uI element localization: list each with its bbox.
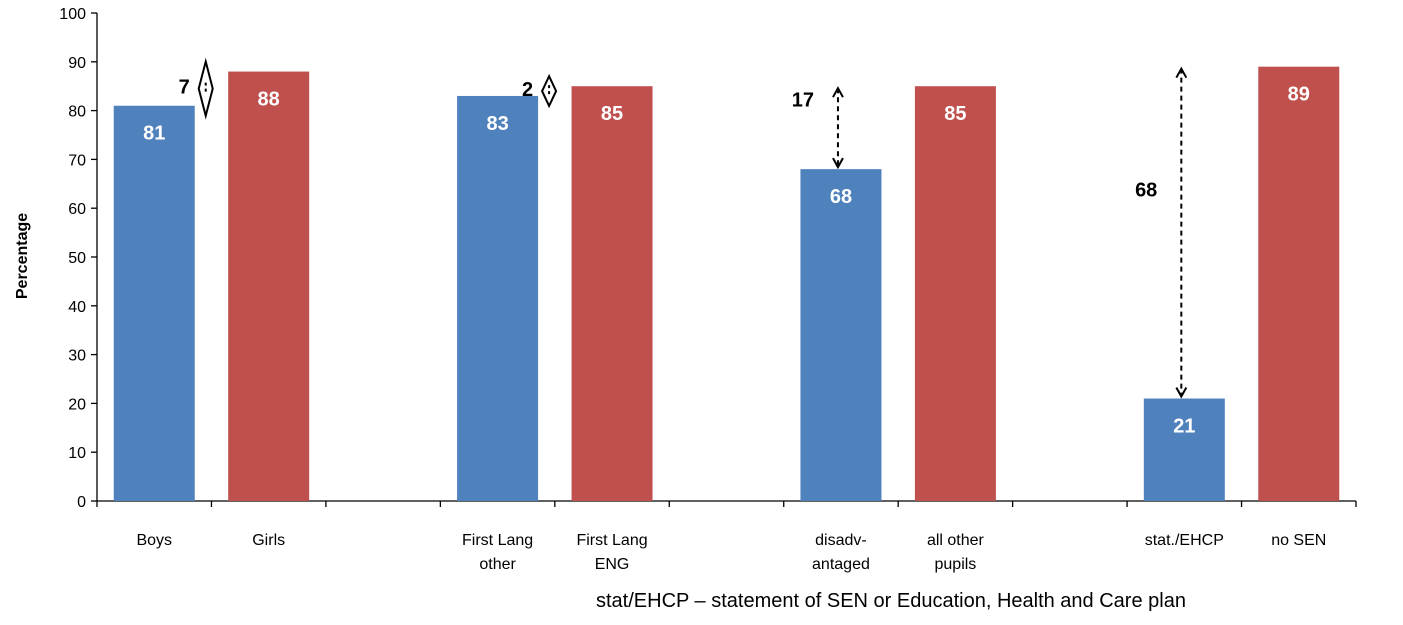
gap-value-label: 17 bbox=[792, 90, 814, 112]
x-category-label: First Lang bbox=[462, 532, 533, 549]
x-category-label: other bbox=[479, 556, 516, 573]
footnote: stat/EHCP – statement of SEN or Educatio… bbox=[596, 590, 1186, 612]
y-tick-label: 40 bbox=[68, 299, 86, 316]
bar bbox=[800, 169, 882, 501]
x-category-label: First Lang bbox=[576, 532, 647, 549]
y-tick-label: 90 bbox=[68, 55, 86, 72]
x-category-label: no SEN bbox=[1271, 532, 1326, 549]
bar bbox=[1258, 66, 1340, 502]
y-tick-label: 0 bbox=[77, 494, 86, 511]
x-category-label: pupils bbox=[935, 556, 977, 573]
bar-value-label: 83 bbox=[486, 113, 508, 135]
gap-arrow bbox=[540, 73, 558, 109]
y-axis-label: Percentage bbox=[14, 213, 31, 299]
axes: 0 10 20 30 40 50 60 70 80 90 100 Boys Girls First Lan… bbox=[59, 6, 1357, 573]
gap-arrow bbox=[197, 57, 214, 120]
y-tick-label: 100 bbox=[59, 6, 86, 23]
gap-annotations: 7 2 17 68 bbox=[179, 57, 1182, 397]
x-category-label: all other bbox=[927, 532, 985, 549]
gap-value-label: 68 bbox=[1135, 180, 1157, 202]
bar bbox=[113, 105, 195, 501]
gap-value-label: 2 bbox=[522, 79, 533, 101]
bar bbox=[571, 86, 653, 501]
bar-value-label: 68 bbox=[830, 186, 852, 208]
bar-value-label: 89 bbox=[1288, 84, 1310, 106]
bar bbox=[457, 95, 539, 502]
y-tick-label: 80 bbox=[68, 104, 86, 121]
x-category-label: disadv- bbox=[815, 532, 867, 549]
bar-value-label: 85 bbox=[601, 103, 623, 125]
y-tick-label: 30 bbox=[68, 348, 86, 365]
y-tick-label: 50 bbox=[68, 250, 86, 267]
y-tick-label: 60 bbox=[68, 201, 86, 218]
x-category-label: Girls bbox=[252, 532, 285, 549]
bar-value-label: 85 bbox=[944, 103, 966, 125]
bar-value-label: 88 bbox=[258, 89, 280, 111]
x-category-label: ENG bbox=[595, 556, 630, 573]
x-category-label: antaged bbox=[812, 556, 870, 573]
bar bbox=[228, 71, 310, 501]
y-tick-label: 70 bbox=[68, 152, 86, 169]
y-tick-label: 20 bbox=[68, 396, 86, 413]
bar bbox=[1143, 398, 1225, 501]
bar bbox=[914, 86, 996, 501]
x-category-label: stat./EHCP bbox=[1145, 532, 1224, 549]
bar-value-label: 21 bbox=[1173, 416, 1195, 438]
bars: 81 88 83 85 68 85 21 89 bbox=[113, 66, 1340, 502]
x-category-label: Boys bbox=[136, 532, 172, 549]
y-tick-label: 10 bbox=[68, 445, 86, 462]
bar-value-label: 81 bbox=[143, 123, 165, 145]
gap-value-label: 7 bbox=[179, 77, 190, 99]
